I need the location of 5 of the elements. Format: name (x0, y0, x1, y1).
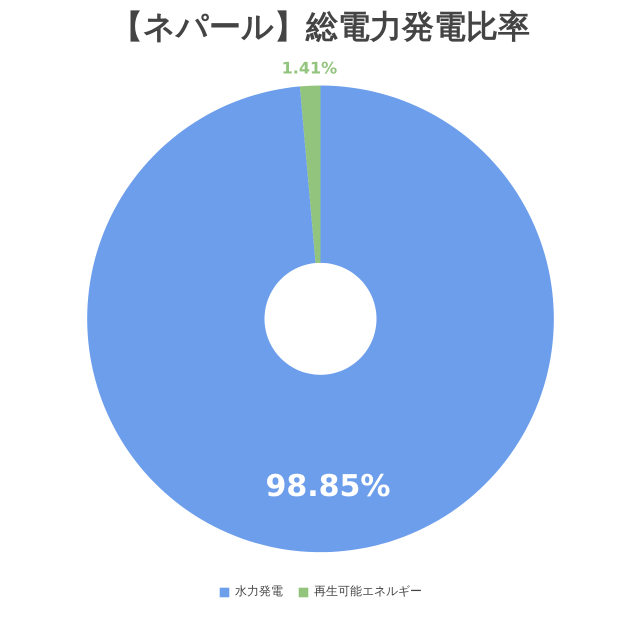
data-label: 98.85% (265, 469, 390, 504)
legend-label: 再生可能エネルギー (314, 583, 422, 600)
data-label: 1.41% (282, 58, 338, 78)
chart-title: 【ネパール】総電力発電比率 (111, 8, 530, 46)
legend-label: 水力発電 (235, 583, 283, 600)
